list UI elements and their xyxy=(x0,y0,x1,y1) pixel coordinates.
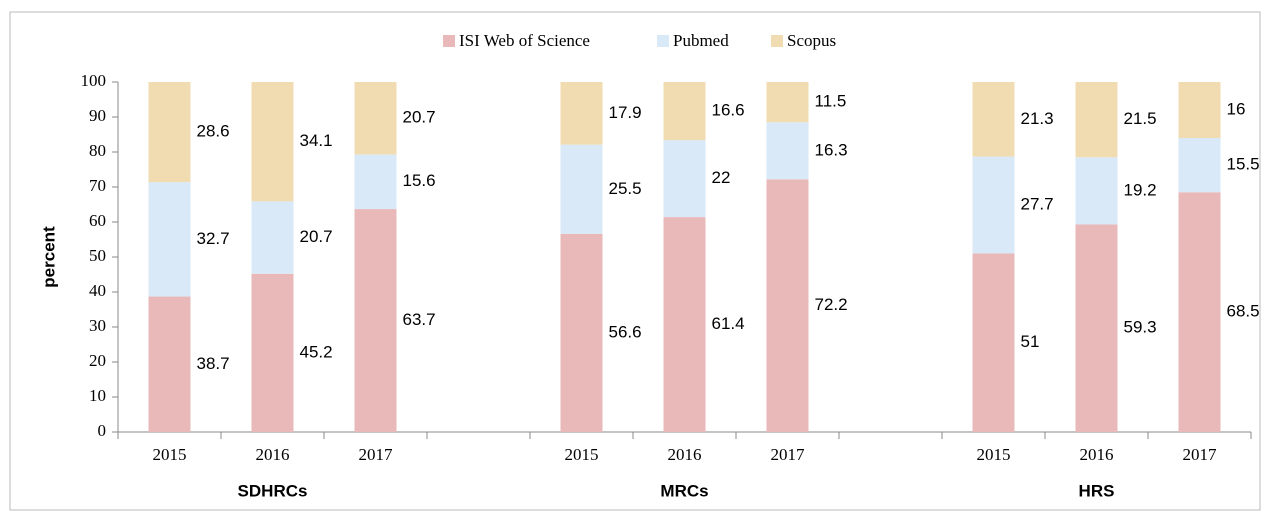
y-tick-label: 100 xyxy=(81,71,107,90)
y-tick-label: 70 xyxy=(89,176,106,195)
data-label: 51 xyxy=(1021,332,1040,351)
x-tick-label: 2015 xyxy=(977,445,1011,464)
data-label: 21.3 xyxy=(1021,109,1054,128)
data-label: 16 xyxy=(1227,99,1246,118)
x-tick-label: 2016 xyxy=(1080,445,1114,464)
data-label: 56.6 xyxy=(609,322,642,341)
data-label: 15.6 xyxy=(403,171,436,190)
data-label: 16.3 xyxy=(815,140,848,159)
data-label: 15.5 xyxy=(1227,155,1260,174)
bar-segment xyxy=(354,209,397,432)
x-tick-label: 2016 xyxy=(256,445,290,464)
group-label: HRS xyxy=(1079,481,1115,500)
bar-segment xyxy=(148,296,191,432)
x-tick-label: 2015 xyxy=(153,445,187,464)
y-axis-label: percent xyxy=(39,226,58,288)
group-label: SDHRCs xyxy=(238,481,308,500)
x-tick-label: 2015 xyxy=(565,445,599,464)
bar-segment xyxy=(1075,157,1118,225)
data-label: 21.5 xyxy=(1124,109,1157,128)
bar-segment xyxy=(766,179,809,432)
bar-segment xyxy=(972,253,1015,432)
bar-segment xyxy=(251,273,294,432)
bar-segment xyxy=(251,201,294,274)
data-label: 17.9 xyxy=(609,103,642,122)
bar-segment xyxy=(354,154,397,210)
bar-segment xyxy=(251,82,294,202)
data-label: 32.7 xyxy=(197,229,230,248)
data-label: 45.2 xyxy=(300,342,333,361)
bar-segment xyxy=(766,82,809,123)
bar-segment xyxy=(1075,82,1118,158)
data-label: 27.7 xyxy=(1021,195,1054,214)
data-label: 25.5 xyxy=(609,179,642,198)
legend-label: ISI Web of Science xyxy=(459,31,590,50)
x-tick-label: 2017 xyxy=(359,445,394,464)
bar-segment xyxy=(972,156,1015,254)
y-tick-label: 20 xyxy=(89,351,106,370)
legend-swatch xyxy=(771,35,783,47)
bar-segment xyxy=(766,122,809,180)
bar-segment xyxy=(354,82,397,155)
bar-segment xyxy=(560,144,603,234)
data-label: 59.3 xyxy=(1124,318,1157,337)
group-label: MRCs xyxy=(660,481,708,500)
bar-segment xyxy=(560,82,603,145)
bar-segment xyxy=(1178,82,1221,138)
bar-segment xyxy=(663,82,706,141)
y-tick-label: 90 xyxy=(89,106,106,125)
y-tick-label: 10 xyxy=(89,386,106,405)
bar-segment xyxy=(148,182,191,297)
x-tick-label: 2017 xyxy=(771,445,806,464)
data-label: 68.5 xyxy=(1227,302,1260,321)
bar-segment xyxy=(1178,192,1221,432)
bar-segment xyxy=(1178,138,1221,193)
y-tick-label: 60 xyxy=(89,211,106,230)
bar-segment xyxy=(1075,224,1118,432)
x-tick-label: 2017 xyxy=(1183,445,1218,464)
y-tick-label: 80 xyxy=(89,141,106,160)
y-tick-label: 0 xyxy=(98,421,107,440)
legend-label: Pubmed xyxy=(673,31,729,50)
legend-swatch xyxy=(443,35,455,47)
bar-segment xyxy=(663,217,706,432)
data-label: 22 xyxy=(712,168,731,187)
bar-segment xyxy=(663,140,706,218)
bar-segment xyxy=(148,82,191,183)
bar-segment xyxy=(560,233,603,432)
data-label: 61.4 xyxy=(712,314,745,333)
data-label: 28.6 xyxy=(197,122,230,141)
y-tick-label: 30 xyxy=(89,316,106,335)
data-label: 34.1 xyxy=(300,131,333,150)
data-label: 38.7 xyxy=(197,354,230,373)
data-label: 20.7 xyxy=(403,108,436,127)
chart-frame xyxy=(9,11,1261,511)
bar-segment xyxy=(972,82,1015,157)
legend-swatch xyxy=(657,35,669,47)
data-label: 63.7 xyxy=(403,310,436,329)
data-label: 19.2 xyxy=(1124,180,1157,199)
y-tick-label: 40 xyxy=(89,281,106,300)
data-label: 20.7 xyxy=(300,227,333,246)
legend-label: Scopus xyxy=(787,31,836,50)
data-label: 11.5 xyxy=(815,92,847,111)
y-tick-label: 50 xyxy=(89,246,106,265)
data-label: 72.2 xyxy=(815,295,848,314)
x-tick-label: 2016 xyxy=(668,445,702,464)
data-label: 16.6 xyxy=(712,101,745,120)
